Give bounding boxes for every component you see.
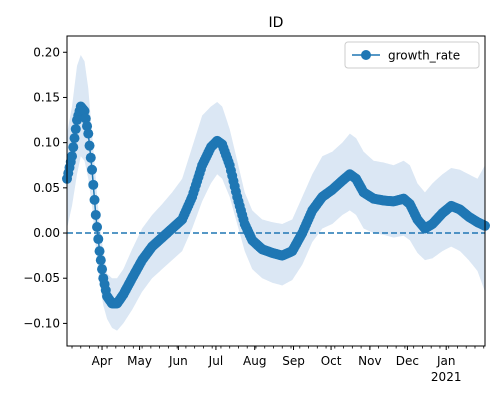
x-tick-label: Jun (168, 354, 188, 368)
series-growth-rate (62, 101, 490, 309)
data-point (93, 234, 104, 245)
data-point (79, 106, 90, 117)
x-tick-label: Nov (358, 354, 381, 368)
x-tick-label: Oct (321, 354, 342, 368)
data-point (85, 152, 96, 163)
x-tick-label: Apr (92, 354, 113, 368)
data-point (84, 140, 95, 151)
data-point (69, 133, 80, 144)
data-point (88, 179, 99, 190)
data-point (68, 142, 79, 153)
legend-box (344, 41, 480, 69)
data-point (67, 151, 78, 162)
y-tick-label: 0.00 (33, 226, 60, 240)
data-point (89, 194, 100, 205)
y-tick-label: 0.15 (33, 90, 60, 104)
chart-title: ID (269, 15, 284, 31)
data-point (90, 209, 101, 220)
x-tick-year-label: 2021 (431, 370, 462, 384)
legend-marker (361, 50, 371, 60)
legend: growth_rate (344, 41, 480, 69)
x-tick-label: Jan (436, 354, 456, 368)
y-axis: −0.10 −0.05 0.00 0.05 0.10 0.15 0.20 (23, 45, 67, 330)
data-point (97, 264, 108, 275)
x-tick-label: Dec (396, 354, 419, 368)
x-axis: Apr May Jun Jul Aug Sep Oct Nov Dec Jan 2021 (71, 346, 485, 384)
data-point (94, 246, 105, 257)
y-tick-label: −0.10 (23, 316, 60, 330)
data-point (87, 164, 98, 175)
axes-frame (66, 35, 486, 347)
y-tick-label: −0.05 (23, 271, 60, 285)
y-tick-label: 0.20 (33, 45, 60, 59)
y-tick-label: 0.10 (33, 136, 60, 150)
data-point (82, 121, 93, 132)
data-point (92, 222, 103, 232)
data-point (83, 128, 94, 139)
x-tick-label: Jul (208, 354, 223, 368)
x-tick-label: May (127, 354, 152, 368)
x-tick-label: Aug (243, 354, 266, 368)
x-tick-label: Sep (282, 354, 305, 368)
legend-label-growth-rate: growth_rate (388, 49, 460, 63)
data-point (80, 113, 91, 124)
data-point (95, 255, 106, 266)
plot-area (62, 54, 490, 331)
data-point (70, 124, 81, 135)
y-tick-label: 0.05 (33, 181, 60, 195)
